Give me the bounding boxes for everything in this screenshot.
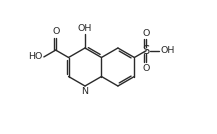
Text: HO: HO: [28, 52, 42, 61]
Text: N: N: [82, 88, 89, 96]
Text: OH: OH: [160, 46, 174, 55]
Text: O: O: [143, 29, 150, 38]
Text: S: S: [143, 44, 150, 57]
Text: O: O: [52, 27, 59, 36]
Text: OH: OH: [78, 24, 92, 33]
Text: O: O: [143, 64, 150, 72]
